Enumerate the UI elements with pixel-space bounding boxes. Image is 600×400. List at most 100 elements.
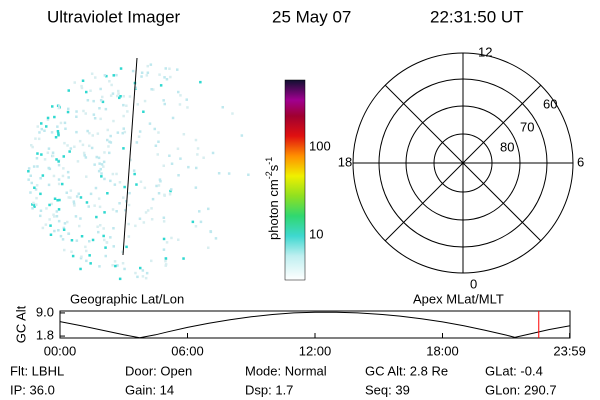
speckle (82, 151, 86, 155)
speckle (66, 110, 70, 114)
speckle (164, 263, 168, 266)
speckle (79, 196, 83, 199)
speckle (163, 76, 166, 79)
speckle (111, 264, 114, 267)
speckle (103, 238, 106, 242)
speckle (227, 172, 231, 175)
speckle (68, 150, 71, 153)
speckle (98, 265, 101, 268)
speckle (164, 259, 167, 263)
speckle (163, 193, 166, 197)
speckle (40, 153, 43, 156)
speckle (108, 80, 111, 83)
speckle (67, 232, 71, 235)
polar-label: 12 (478, 44, 492, 59)
speckle (117, 89, 120, 93)
speckle (80, 235, 84, 238)
speckle (138, 130, 142, 133)
speckle (162, 220, 166, 223)
speckle (115, 210, 118, 213)
speckle (57, 229, 60, 232)
speckle (178, 103, 182, 106)
speckle (182, 257, 185, 260)
speckle (177, 90, 180, 94)
speckle (52, 174, 56, 178)
speckle (115, 172, 118, 176)
speckle (136, 103, 139, 106)
speckle (75, 195, 79, 198)
speckle (164, 67, 167, 70)
speckle (53, 197, 57, 200)
speckle (32, 165, 36, 168)
speckle (72, 200, 76, 203)
speckle (64, 127, 67, 130)
speckle (231, 112, 234, 115)
speckle (56, 199, 59, 202)
speckle (240, 134, 244, 137)
speckle (43, 129, 46, 132)
speckle (92, 99, 95, 103)
speckle (61, 174, 65, 178)
speckle (27, 178, 30, 181)
speckle (100, 163, 104, 166)
speckle (127, 235, 131, 238)
speckle (56, 130, 60, 133)
speckle (100, 175, 103, 178)
date: 25 May 07 (272, 7, 351, 26)
speckle (217, 172, 221, 175)
speckle (101, 100, 105, 104)
speckle (152, 88, 155, 91)
speckle (155, 184, 158, 188)
speckle (116, 131, 120, 134)
polar-label: 18 (338, 154, 352, 169)
speckle (70, 250, 73, 253)
speckle (44, 223, 48, 226)
speckle (63, 222, 67, 225)
polar-label: 6 (577, 154, 584, 169)
speckle (127, 203, 131, 207)
speckle (139, 180, 143, 183)
speckle (94, 76, 97, 79)
speckle (139, 266, 142, 270)
speckle (104, 246, 107, 249)
speckle (168, 67, 171, 70)
speckle (113, 260, 117, 263)
speckle (47, 147, 51, 150)
speckle (103, 211, 106, 214)
speckle (78, 139, 82, 143)
speckle (97, 169, 101, 173)
speckle (103, 74, 107, 77)
info-field: GLon: 290.7 (485, 382, 557, 397)
y-tick-label: 1.8 (36, 328, 54, 343)
speckle (39, 177, 42, 180)
speckle (114, 264, 117, 268)
speckle (85, 201, 89, 204)
speckle (194, 225, 198, 228)
x-tick-label: 12:00 (299, 343, 332, 358)
speckle (33, 205, 36, 208)
speckle (247, 173, 250, 176)
speckle (164, 264, 167, 267)
speckle (51, 154, 55, 158)
colorbar-label: photon cm-2s-1 (264, 157, 281, 240)
speckle (97, 197, 101, 200)
speckle (194, 186, 198, 189)
speckle (146, 64, 149, 68)
speckle (145, 74, 149, 77)
speckle (75, 130, 78, 134)
speckle (133, 172, 136, 176)
speckle (126, 110, 129, 113)
polar-label: 60 (543, 96, 557, 111)
speckle (186, 106, 189, 109)
speckle (115, 73, 118, 77)
speckle (41, 226, 45, 230)
speckle (150, 259, 153, 263)
speckle (62, 226, 66, 230)
speckle (54, 136, 58, 139)
speckle (57, 104, 61, 108)
speckle (111, 172, 115, 176)
speckle (39, 214, 42, 218)
speckle (30, 181, 33, 185)
speckle (168, 154, 171, 157)
speckle (142, 221, 146, 224)
